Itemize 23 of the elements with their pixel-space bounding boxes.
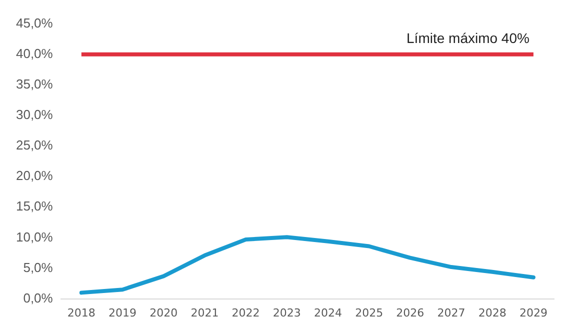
x-tick-label: 2029 [519, 306, 548, 320]
x-tick-label: 2026 [396, 306, 424, 320]
x-tick-label: 2024 [314, 306, 342, 320]
y-tick-label: 15,0% [16, 198, 54, 214]
x-tick-label: 2020 [150, 306, 178, 320]
y-tick-label: 30,0% [16, 107, 54, 122]
x-tick-label: 2023 [272, 306, 301, 320]
y-tick-label: 35,0% [16, 76, 54, 92]
y-tick-label: 10,0% [16, 229, 54, 244]
x-tick-label: 2027 [437, 306, 466, 320]
x-tick-label: 2022 [232, 306, 260, 320]
ref-line-label: Límite máximo 40% [406, 30, 530, 46]
x-tick-label: 2025 [355, 306, 384, 320]
y-tick-label: 40,0% [16, 46, 54, 61]
y-tick-label: 0,0% [23, 290, 54, 306]
x-tick-label: 2018 [67, 306, 96, 320]
y-tick-label: 20,0% [16, 168, 54, 184]
x-tick-label: 2028 [478, 306, 506, 320]
y-tick-label: 25,0% [16, 138, 54, 153]
y-tick-label: 5,0% [23, 260, 54, 275]
x-tick-label: 2021 [190, 306, 219, 320]
x-tick-label: 2019 [108, 306, 137, 320]
y-tick-label: 45,0% [16, 15, 54, 30]
